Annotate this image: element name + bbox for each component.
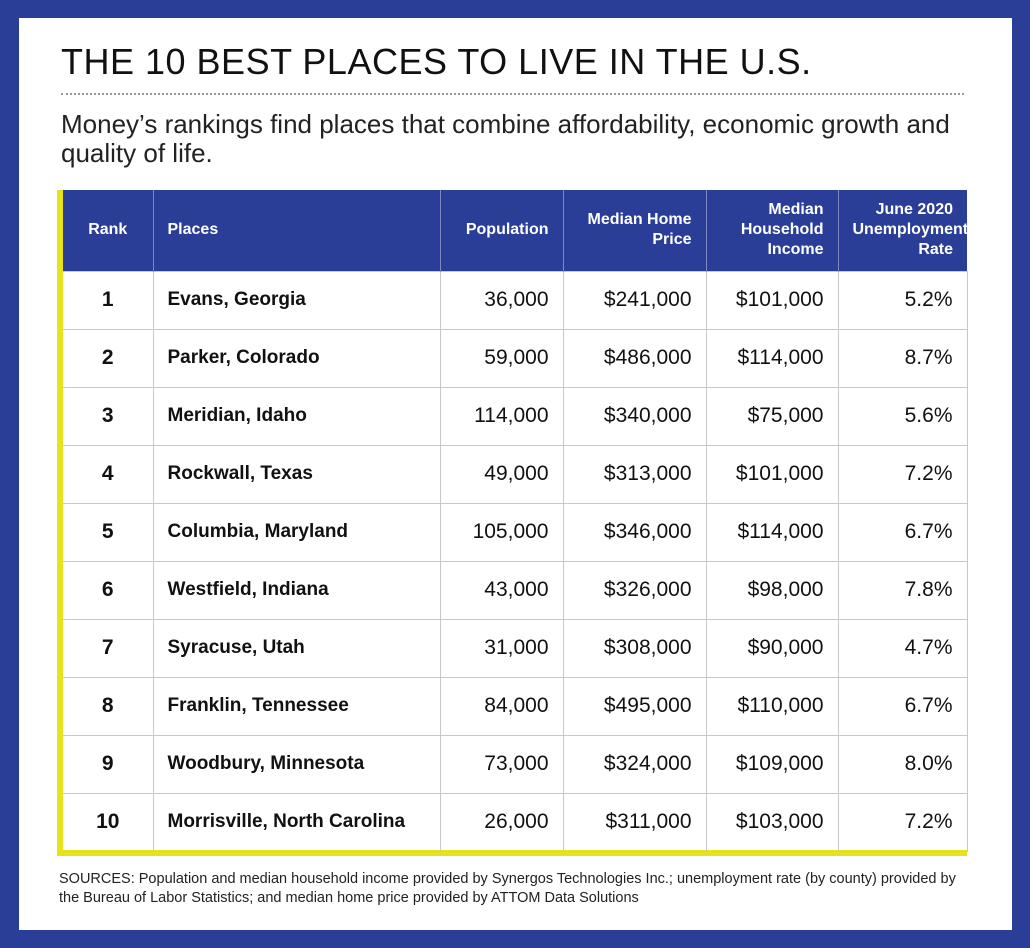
place-cell: Westfield, Indiana: [152, 560, 441, 620]
page-subtitle: Money’s rankings find places that combin…: [61, 109, 950, 168]
rank-cell: 10: [63, 792, 154, 852]
home-price-cell: $340,000: [562, 386, 707, 446]
population-cell: 49,000: [439, 444, 564, 504]
rank-cell: 8: [63, 676, 154, 736]
table-row: 4 Rockwall, Texas 49,000 $313,000 $101,000 7.…: [63, 444, 968, 504]
table-row: 1 Evans, Georgia 36,000 $241,000 $101,000 5.2…: [63, 270, 968, 330]
unemployment-rate-cell: 7.2%: [837, 444, 968, 504]
home-price-cell: $313,000: [562, 444, 707, 504]
population-cell: 105,000: [439, 502, 564, 562]
household-income-cell: $103,000: [705, 792, 839, 852]
place-cell: Parker, Colorado: [152, 328, 441, 388]
rank-cell: 6: [63, 560, 154, 620]
unemployment-rate-cell: 5.6%: [837, 386, 968, 446]
place-cell: Woodbury, Minnesota: [152, 734, 441, 794]
table-row: 3 Meridian, Idaho 114,000 $340,000 $75,000 5.…: [63, 386, 968, 446]
page-title: THE 10 BEST PLACES TO LIVE IN THE U.S.: [61, 41, 812, 82]
accent-bar-bottom: [57, 850, 967, 856]
household-income-cell: $114,000: [705, 328, 839, 388]
column-header-population: Population: [439, 190, 563, 271]
household-income-cell: $109,000: [705, 734, 839, 794]
sources-footnote: SOURCES: Population and median household…: [59, 871, 956, 906]
dotted-divider: [61, 93, 964, 95]
table-row: 10 Morrisville, North Carolina 26,000 $311,…: [63, 792, 968, 852]
table-row: 2 Parker, Colorado 59,000 $486,000 $114,000 8…: [63, 328, 968, 388]
place-cell: Rockwall, Texas: [152, 444, 441, 504]
population-cell: 26,000: [439, 792, 564, 852]
table-header-row: Rank Places Population Median Home Price…: [63, 190, 968, 271]
rank-cell: 2: [63, 328, 154, 388]
household-income-cell: $90,000: [705, 618, 839, 678]
place-cell: Meridian, Idaho: [152, 386, 441, 446]
population-cell: 73,000: [439, 734, 564, 794]
rank-cell: 9: [63, 734, 154, 794]
home-price-cell: $495,000: [562, 676, 707, 736]
home-price-cell: $326,000: [562, 560, 707, 620]
household-income-cell: $98,000: [705, 560, 839, 620]
table-row: 5 Columbia, Maryland 105,000 $346,000 $114,0…: [63, 502, 968, 562]
home-price-cell: $311,000: [562, 792, 707, 852]
table-row: 6 Westfield, Indiana 43,000 $326,000 $98,000…: [63, 560, 968, 620]
table-row: 7 Syracuse, Utah 31,000 $308,000 $90,000 4.7%: [63, 618, 968, 678]
household-income-cell: $101,000: [705, 270, 839, 330]
unemployment-rate-cell: 6.7%: [837, 676, 968, 736]
rank-cell: 7: [63, 618, 154, 678]
unemployment-rate-cell: 4.7%: [837, 618, 968, 678]
household-income-cell: $101,000: [705, 444, 839, 504]
population-cell: 59,000: [439, 328, 564, 388]
place-cell: Franklin, Tennessee: [152, 676, 441, 736]
rank-cell: 5: [63, 502, 154, 562]
unemployment-rate-cell: 8.7%: [837, 328, 968, 388]
home-price-cell: $346,000: [562, 502, 707, 562]
column-header-median-home-price: Median Home Price: [562, 190, 706, 271]
column-header-rank: Rank: [63, 190, 153, 271]
household-income-cell: $75,000: [705, 386, 839, 446]
household-income-cell: $114,000: [705, 502, 839, 562]
place-cell: Morrisville, North Carolina: [152, 792, 441, 852]
place-cell: Columbia, Maryland: [152, 502, 441, 562]
unemployment-rate-cell: 5.2%: [837, 270, 968, 330]
table-body: 1 Evans, Georgia 36,000 $241,000 $101,000 5.2…: [63, 270, 968, 852]
household-income-cell: $110,000: [705, 676, 839, 736]
rank-cell: 4: [63, 444, 154, 504]
population-cell: 114,000: [439, 386, 564, 446]
home-price-cell: $241,000: [562, 270, 707, 330]
population-cell: 36,000: [439, 270, 564, 330]
rank-cell: 1: [63, 270, 154, 330]
population-cell: 43,000: [439, 560, 564, 620]
column-header-places: Places: [152, 190, 440, 271]
unemployment-rate-cell: 7.2%: [837, 792, 968, 852]
infographic-card: THE 10 BEST PLACES TO LIVE IN THE U.S. M…: [19, 18, 1012, 930]
place-cell: Evans, Georgia: [152, 270, 441, 330]
table-row: 9 Woodbury, Minnesota 73,000 $324,000 $109,0…: [63, 734, 968, 794]
unemployment-rate-cell: 6.7%: [837, 502, 968, 562]
unemployment-rate-cell: 8.0%: [837, 734, 968, 794]
home-price-cell: $308,000: [562, 618, 707, 678]
accent-bar-left: [57, 190, 63, 856]
place-cell: Syracuse, Utah: [152, 618, 441, 678]
column-header-unemployment-rate: June 2020 Unemployment Rate: [837, 190, 968, 271]
home-price-cell: $324,000: [562, 734, 707, 794]
column-header-median-household-income: Median Household Income: [705, 190, 838, 271]
population-cell: 84,000: [439, 676, 564, 736]
home-price-cell: $486,000: [562, 328, 707, 388]
rankings-table: Rank Places Population Median Home Price…: [63, 190, 968, 852]
population-cell: 31,000: [439, 618, 564, 678]
unemployment-rate-cell: 7.8%: [837, 560, 968, 620]
table-row: 8 Franklin, Tennessee 84,000 $495,000 $110,0…: [63, 676, 968, 736]
rank-cell: 3: [63, 386, 154, 446]
